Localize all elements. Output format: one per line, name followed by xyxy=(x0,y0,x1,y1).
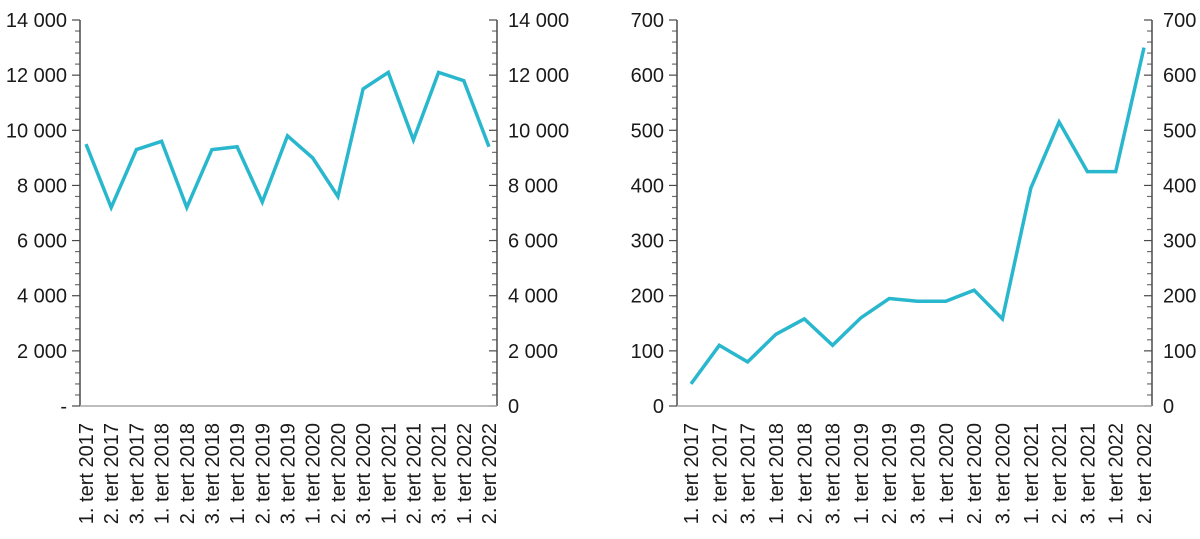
y-tick-label-right: 500 xyxy=(1163,120,1196,142)
x-tick-label: 1. tert 2021 xyxy=(378,423,400,524)
y-tick-label-right: 200 xyxy=(1163,286,1196,308)
y-tick-label-left: 600 xyxy=(631,65,664,87)
y-tick-label-right: 12 000 xyxy=(508,65,569,87)
y-tick-label-left: 500 xyxy=(631,120,664,142)
y-tick-label-left: 6 000 xyxy=(17,231,67,253)
y-tick-label-left: 12 000 xyxy=(6,65,67,87)
y-tick-label-left: - xyxy=(60,396,67,418)
x-tick-label: 2. tert 2020 xyxy=(328,423,350,524)
y-tick-label-right: 400 xyxy=(1163,175,1196,197)
x-tick-label: 1. tert 2017 xyxy=(681,423,703,524)
y-tick-label-right: 2 000 xyxy=(508,341,558,363)
x-tick-label: 1. tert 2020 xyxy=(936,423,958,524)
y-tick-label-left: 400 xyxy=(631,175,664,197)
chart-left: 14 000 14 000 12 000 12 000 10 000 10 000 8 00… xyxy=(6,10,569,524)
y-tick-label-left: 4 000 xyxy=(17,286,67,308)
x-tick-label: 3. tert 2017 xyxy=(126,423,148,524)
y-tick-label-left: 8 000 xyxy=(17,175,67,197)
y-tick-label-right: 700 xyxy=(1163,10,1196,32)
x-tick-label: 2. tert 2022 xyxy=(1134,423,1156,524)
data-line-series xyxy=(84,69,491,213)
x-tick-label: 2. tert 2018 xyxy=(177,423,199,524)
y-tick-label-right: 300 xyxy=(1163,231,1196,253)
data-line-series xyxy=(689,47,1146,385)
x-tick-label: 2. tert 2017 xyxy=(709,423,731,524)
x-tick-label: 1. tert 2022 xyxy=(1106,423,1128,524)
x-tick-label: 2. tert 2022 xyxy=(479,423,501,524)
x-tick-label: 2. tert 2021 xyxy=(1049,423,1071,524)
y-tick-label-left: 200 xyxy=(631,286,664,308)
y-tick-label-right: 100 xyxy=(1163,341,1196,363)
y-tick-label-left: 700 xyxy=(631,10,664,32)
chart-right-svg: 700 700 600 600 500 500 400 400 300 300 200 200 100 1… xyxy=(631,10,1197,524)
y-tick-label-right: 600 xyxy=(1163,65,1196,87)
x-tick-label: 3. tert 2019 xyxy=(278,423,300,524)
y-tick-label-right: 4 000 xyxy=(508,286,558,308)
y-tick-label-right: 8 000 xyxy=(508,175,558,197)
y-tick-label-right: 0 xyxy=(1163,396,1174,418)
x-tick-label: 1. tert 2020 xyxy=(303,423,325,524)
x-tick-label: 1. tert 2018 xyxy=(766,423,788,524)
x-tick-label: 2. tert 2017 xyxy=(101,423,123,524)
x-tick-label: 1. tert 2022 xyxy=(454,423,476,524)
y-tick-label-right: 10 000 xyxy=(508,120,569,142)
y-tick-label-right: 6 000 xyxy=(508,231,558,253)
chart-left-svg: 14 000 14 000 12 000 12 000 10 000 10 000 8 00… xyxy=(6,10,569,524)
x-tick-label: 1. tert 2019 xyxy=(227,423,249,524)
x-tick-label: 1. tert 2019 xyxy=(851,423,873,524)
x-tick-label: 2. tert 2019 xyxy=(879,423,901,524)
x-tick-label: 1. tert 2017 xyxy=(76,423,98,524)
x-tick-label: 1. tert 2021 xyxy=(1021,423,1043,524)
y-tick-label-left: 2 000 xyxy=(17,341,67,363)
y-tick-label-left: 300 xyxy=(631,231,664,253)
y-tick-label-right: 14 000 xyxy=(508,10,569,32)
x-tick-label: 3. tert 2020 xyxy=(992,423,1014,524)
x-tick-label: 3. tert 2018 xyxy=(202,423,224,524)
x-tick-label: 3. tert 2019 xyxy=(908,423,930,524)
y-tick-label-left: 10 000 xyxy=(6,120,67,142)
x-tick-label: 3. tert 2017 xyxy=(738,423,760,524)
x-tick-label: 1. tert 2018 xyxy=(152,423,174,524)
x-tick-label: 3. tert 2021 xyxy=(429,423,451,524)
x-tick-label: 2. tert 2021 xyxy=(403,423,425,524)
chart-right: 700 700 600 600 500 500 400 400 300 300 200 200 100 1… xyxy=(600,0,1200,539)
y-tick-label-left: 100 xyxy=(631,341,664,363)
x-tick-label: 2. tert 2020 xyxy=(964,423,986,524)
x-tick-label: 3. tert 2020 xyxy=(353,423,375,524)
y-tick-label-left: 0 xyxy=(653,396,664,418)
x-tick-label: 3. tert 2018 xyxy=(823,423,845,524)
x-tick-label: 2. tert 2018 xyxy=(794,423,816,524)
x-tick-label: 3. tert 2021 xyxy=(1077,423,1099,524)
x-tick-label: 2. tert 2019 xyxy=(252,423,274,524)
y-tick-label-left: 14 000 xyxy=(6,10,67,32)
y-tick-label-right: 0 xyxy=(508,396,519,418)
